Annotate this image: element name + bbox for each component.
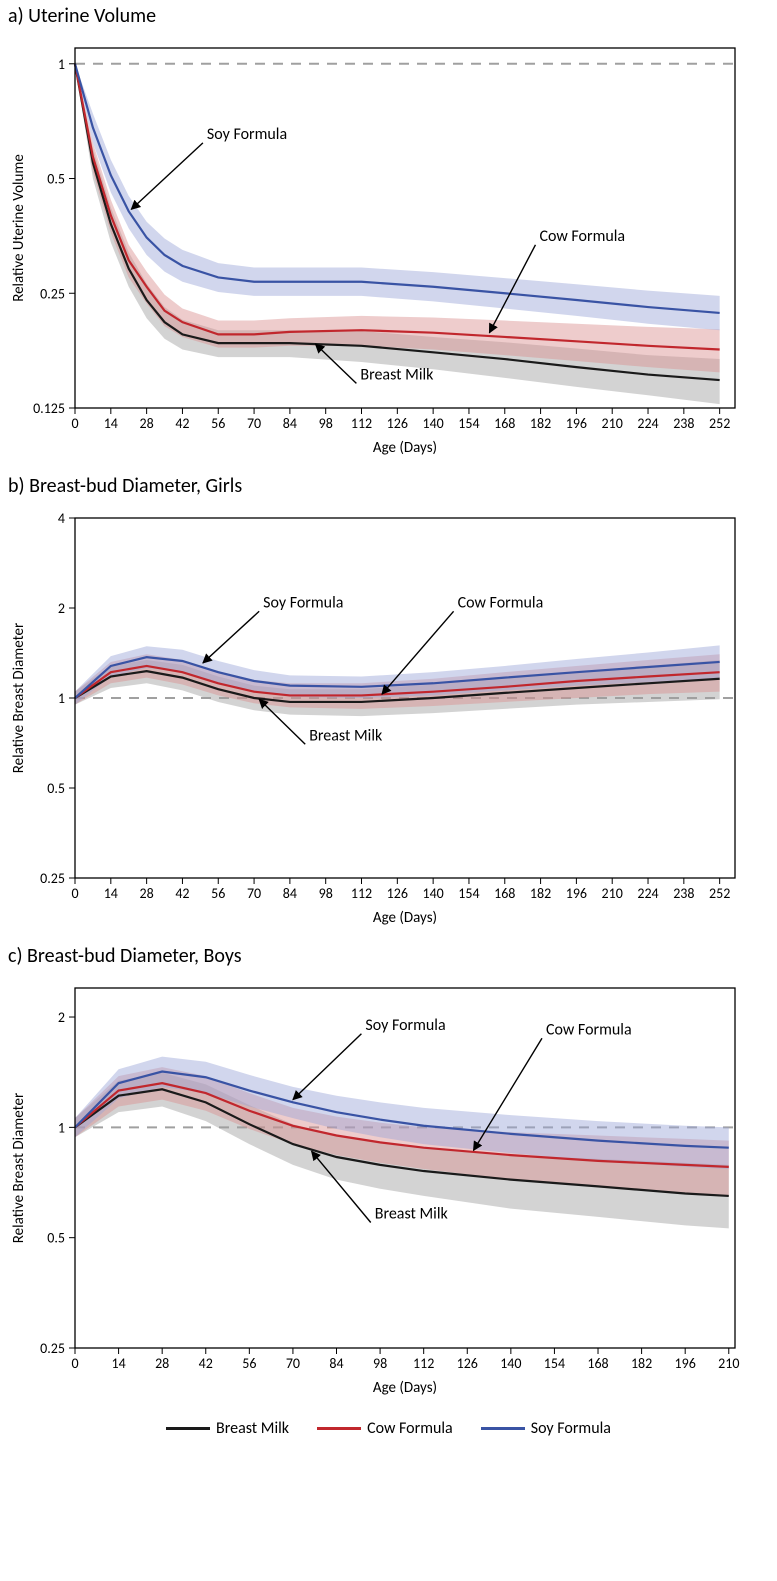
- svg-text:Relative Breast Diameter: Relative Breast Diameter: [10, 1093, 28, 1243]
- svg-text:140: 140: [422, 415, 443, 432]
- svg-text:98: 98: [319, 415, 333, 432]
- svg-text:84: 84: [329, 1355, 343, 1372]
- svg-text:196: 196: [566, 415, 587, 432]
- svg-text:238: 238: [673, 885, 694, 902]
- svg-text:Soy Formula: Soy Formula: [263, 593, 343, 612]
- svg-text:210: 210: [602, 885, 623, 902]
- svg-text:112: 112: [351, 885, 372, 902]
- panel-a-title: a) Uterine Volume: [0, 0, 777, 30]
- svg-text:0: 0: [71, 1355, 78, 1372]
- svg-text:14: 14: [104, 885, 118, 902]
- svg-text:252: 252: [709, 415, 730, 432]
- svg-text:Age (Days): Age (Days): [373, 909, 437, 927]
- svg-text:56: 56: [211, 415, 225, 432]
- svg-text:154: 154: [458, 415, 479, 432]
- svg-text:Cow Formula: Cow Formula: [458, 593, 544, 612]
- svg-text:42: 42: [175, 885, 189, 902]
- svg-text:224: 224: [637, 885, 658, 902]
- svg-text:182: 182: [530, 885, 551, 902]
- panel-a-chart: 0 14 28 42 56 70 84 98 112 126 140 154 168 182 196 210 2…: [0, 30, 777, 470]
- svg-text:Cow Formula: Cow Formula: [546, 1020, 632, 1039]
- svg-text:154: 154: [544, 1355, 565, 1372]
- svg-text:210: 210: [602, 415, 623, 432]
- svg-text:196: 196: [566, 885, 587, 902]
- svg-text:1: 1: [58, 690, 65, 707]
- svg-text:84: 84: [283, 415, 297, 432]
- svg-text:154: 154: [458, 885, 479, 902]
- svg-text:28: 28: [140, 885, 154, 902]
- svg-text:0.5: 0.5: [47, 1230, 65, 1247]
- svg-text:2: 2: [58, 600, 65, 617]
- svg-text:98: 98: [373, 1355, 387, 1372]
- svg-text:0: 0: [71, 885, 78, 902]
- svg-text:0.25: 0.25: [40, 1340, 65, 1357]
- svg-text:Breast Milk: Breast Milk: [309, 726, 383, 745]
- svg-text:14: 14: [104, 415, 118, 432]
- svg-text:Soy Formula: Soy Formula: [365, 1016, 445, 1035]
- svg-text:84: 84: [283, 885, 297, 902]
- svg-text:42: 42: [175, 415, 189, 432]
- svg-text:70: 70: [286, 1355, 300, 1372]
- svg-text:252: 252: [709, 885, 730, 902]
- legend-item: Cow Formula: [317, 1419, 453, 1438]
- legend-label: Breast Milk: [216, 1419, 289, 1438]
- svg-text:0.25: 0.25: [40, 870, 65, 887]
- svg-text:224: 224: [637, 415, 658, 432]
- svg-text:56: 56: [242, 1355, 256, 1372]
- panel-c-title: c) Breast-bud Diameter, Boys: [0, 940, 777, 970]
- panel-b-title: b) Breast-bud Diameter, Girls: [0, 470, 777, 500]
- svg-text:42: 42: [199, 1355, 213, 1372]
- svg-text:1: 1: [58, 1119, 65, 1136]
- svg-text:0.5: 0.5: [47, 171, 65, 188]
- legend-item: Soy Formula: [481, 1419, 611, 1438]
- panel-c-chart: 0 14 28 42 56 70 84 98 112 126 140 154 168 182 196 210 0…: [0, 970, 777, 1410]
- panel-b-chart: 0142842567084981121261401541681821962102…: [0, 500, 777, 940]
- svg-text:Breast Milk: Breast Milk: [360, 365, 434, 384]
- legend-label: Cow Formula: [367, 1419, 453, 1438]
- svg-text:140: 140: [500, 1355, 521, 1372]
- svg-text:168: 168: [494, 885, 515, 902]
- legend-swatch: [166, 1427, 210, 1430]
- svg-text:168: 168: [494, 415, 515, 432]
- svg-text:28: 28: [155, 1355, 169, 1372]
- svg-text:Breast Milk: Breast Milk: [375, 1205, 449, 1224]
- svg-text:4: 4: [58, 510, 65, 527]
- svg-text:126: 126: [387, 415, 408, 432]
- svg-text:Cow Formula: Cow Formula: [539, 227, 625, 246]
- legend-swatch: [481, 1427, 525, 1430]
- svg-text:2: 2: [58, 1009, 65, 1026]
- svg-text:Relative Breast Diameter: Relative Breast Diameter: [10, 623, 28, 773]
- svg-text:Soy Formula: Soy Formula: [207, 125, 287, 144]
- svg-text:0: 0: [71, 415, 78, 432]
- svg-text:168: 168: [587, 1355, 608, 1372]
- svg-text:14: 14: [111, 1355, 125, 1372]
- legend-swatch: [317, 1427, 361, 1430]
- svg-text:0.5: 0.5: [47, 780, 65, 797]
- svg-text:70: 70: [247, 415, 261, 432]
- svg-text:126: 126: [387, 885, 408, 902]
- legend-label: Soy Formula: [531, 1419, 611, 1438]
- svg-text:182: 182: [631, 1355, 652, 1372]
- svg-text:126: 126: [457, 1355, 478, 1372]
- svg-text:Relative Uterine Volume: Relative Uterine Volume: [10, 154, 28, 302]
- svg-text:112: 112: [413, 1355, 434, 1372]
- svg-text:182: 182: [530, 415, 551, 432]
- svg-text:196: 196: [675, 1355, 696, 1372]
- svg-text:0.125: 0.125: [33, 400, 65, 417]
- legend: Breast Milk Cow Formula Soy Formula: [0, 1410, 777, 1448]
- legend-item: Breast Milk: [166, 1419, 289, 1438]
- svg-text:Age (Days): Age (Days): [373, 439, 437, 457]
- svg-text:1: 1: [58, 56, 65, 73]
- svg-text:70: 70: [247, 885, 261, 902]
- svg-text:98: 98: [319, 885, 333, 902]
- svg-text:56: 56: [211, 885, 225, 902]
- svg-text:0.25: 0.25: [40, 285, 65, 302]
- svg-text:28: 28: [140, 415, 154, 432]
- svg-text:112: 112: [351, 415, 372, 432]
- svg-text:210: 210: [718, 1355, 739, 1372]
- svg-text:Age (Days): Age (Days): [373, 1379, 437, 1397]
- svg-text:238: 238: [673, 415, 694, 432]
- svg-text:140: 140: [422, 885, 443, 902]
